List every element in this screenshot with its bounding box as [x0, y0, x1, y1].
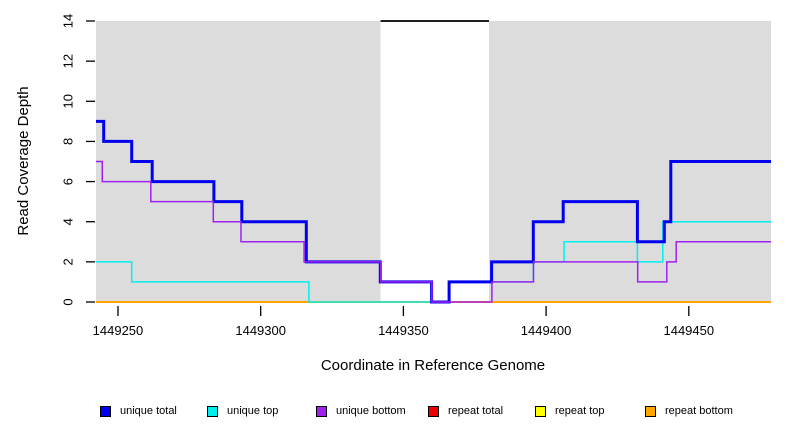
y-tick-label-12: 12	[61, 54, 76, 68]
legend-swatch-repeat-bottom	[645, 405, 656, 417]
legend-swatch-unique-bottom	[316, 405, 327, 417]
y-tick-label-14: 14	[61, 14, 76, 28]
chart-legend: unique total unique top unique bottom repea…	[0, 400, 792, 422]
legend-item-repeat-total: repeat total	[428, 400, 503, 422]
legend-item-repeat-top: repeat top	[535, 400, 605, 422]
y-tick-label-0: 0	[61, 298, 76, 305]
chart-canvas: 1449250 1449300 1449350 1449400 1449450 0 2 4 6 8…	[15, 14, 771, 374]
x-tick-label-1449450: 1449450	[663, 323, 714, 338]
x-tick-label-1449250: 1449250	[93, 323, 144, 338]
legend-label: repeat bottom	[665, 405, 733, 417]
legend-swatch-repeat-top	[535, 405, 546, 417]
x-axis-title: Coordinate in Reference Genome	[321, 357, 545, 374]
axes: 1449250 1449300 1449350 1449400 1449450 0 2 4 6 8…	[61, 14, 715, 338]
series-line-unique-bottom	[96, 160, 771, 303]
x-tick-label-1449300: 1449300	[235, 323, 286, 338]
legend-swatch-repeat-total	[428, 405, 439, 417]
plot-area	[96, 20, 771, 304]
legend-item-unique-bottom: unique bottom	[316, 400, 406, 422]
x-tick-label-1449400: 1449400	[521, 323, 572, 338]
legend-label: unique total	[120, 405, 177, 417]
legend-label: unique bottom	[336, 405, 406, 417]
y-axis-title: Read Coverage Depth	[15, 86, 32, 235]
y-tick-label-2: 2	[61, 258, 76, 265]
y-tick-label-6: 6	[61, 178, 76, 185]
legend-swatch-unique-total	[100, 405, 111, 417]
legend-label: unique top	[227, 405, 279, 417]
y-tick-label-8: 8	[61, 138, 76, 145]
legend-label: repeat top	[555, 405, 605, 417]
y-tick-label-4: 4	[61, 218, 76, 225]
y-tick-label-10: 10	[61, 94, 76, 108]
x-tick-label-1449350: 1449350	[378, 323, 429, 338]
legend-item-unique-top: unique top	[207, 400, 278, 422]
uncovered-region-band	[380, 21, 490, 302]
legend-swatch-unique-top	[207, 405, 218, 417]
legend-item-repeat-bottom: repeat bottom	[645, 400, 733, 422]
legend-label: repeat total	[448, 405, 504, 417]
legend-item-unique-total: unique total	[100, 400, 177, 422]
